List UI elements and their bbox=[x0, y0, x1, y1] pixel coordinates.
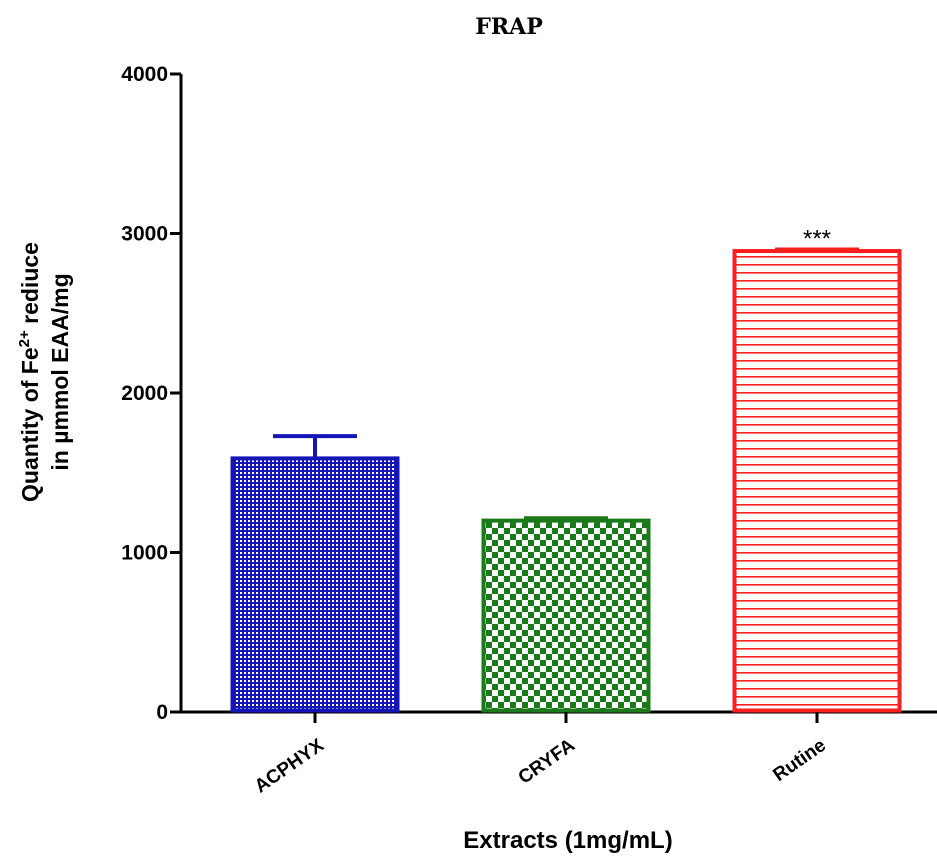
svg-text:Quantity of Fe2+ rediuce: Quantity of Fe2+ rediuce bbox=[16, 242, 43, 502]
y-ticks: 0 1000 2000 3000 4000 bbox=[121, 63, 181, 724]
bar-cryfa bbox=[481, 518, 651, 713]
x-tick-label-cryfa: CRYFA bbox=[515, 735, 579, 789]
y-tick-label: 3000 bbox=[121, 223, 168, 246]
significance-label: *** bbox=[803, 225, 831, 252]
y-axis-label-line1-suffix: rediuce bbox=[17, 242, 43, 330]
y-axis-label-line1-sup: 2+ bbox=[16, 330, 33, 347]
y-tick-label: 1000 bbox=[121, 542, 168, 565]
bar-acphyx bbox=[230, 456, 400, 713]
y-tick-label: 0 bbox=[156, 701, 168, 724]
x-axis-label: Extracts (1mg/mL) bbox=[463, 827, 672, 854]
y-axis-label: Quantity of Fe2+ rediuce in µmmol EAA/mg bbox=[16, 242, 73, 502]
category-labels: ACPHYX CRYFA Rutine bbox=[251, 712, 830, 798]
bar-rutine bbox=[732, 249, 902, 713]
bars: *** bbox=[230, 225, 902, 713]
y-tick-label: 2000 bbox=[121, 382, 168, 405]
y-axis-label-line2: in µmmol EAA/mg bbox=[47, 273, 73, 470]
chart-title: FRAP bbox=[475, 14, 543, 40]
x-tick-label-rutine: Rutine bbox=[769, 735, 829, 786]
x-tick-label-acphyx: ACPHYX bbox=[251, 735, 328, 798]
y-axis-label-line1-prefix: Quantity of Fe bbox=[17, 347, 43, 502]
y-tick-label: 4000 bbox=[121, 63, 168, 86]
